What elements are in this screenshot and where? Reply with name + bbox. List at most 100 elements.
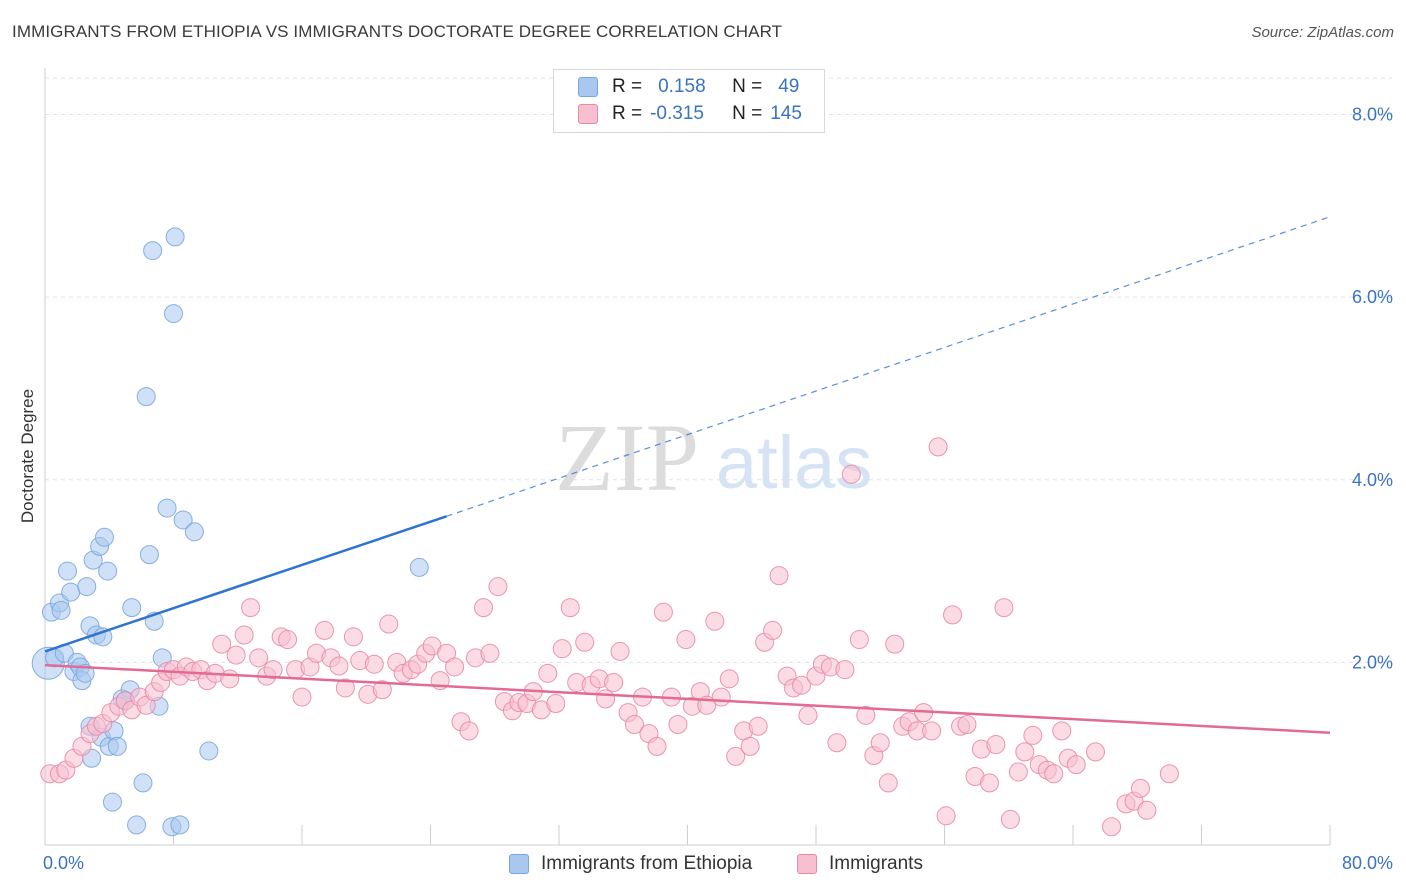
immigrants-point [488, 577, 508, 597]
immigrants-point [870, 733, 890, 753]
immigrants-point [241, 598, 261, 618]
immigrants-point [668, 714, 688, 734]
immigrants-point [575, 632, 595, 652]
bottom-legend-label-ethiopia: Immigrants from Ethiopia [541, 853, 753, 874]
immigrants-point [226, 645, 246, 665]
immigrants-point [676, 630, 696, 650]
immigrants-point [653, 602, 673, 622]
immigrants-point [335, 678, 355, 698]
immigrants-point [841, 464, 861, 484]
immigrants-point [1066, 755, 1086, 775]
immigrants-point [234, 625, 254, 645]
ethiopia-point [94, 527, 114, 547]
immigrants-point [604, 672, 624, 692]
immigrants-point [1137, 800, 1157, 820]
immigrants-point [740, 736, 760, 756]
ethiopia-point [139, 545, 159, 565]
y-axis-label: Doctorate Degree [18, 389, 37, 523]
immigrants-point [878, 773, 898, 793]
ethiopia-point [77, 577, 97, 597]
ethiopia-point [199, 741, 219, 761]
immigrants-point [1015, 742, 1035, 762]
immigrants-point [936, 806, 956, 826]
ethiopia-point [51, 600, 71, 620]
y-tick-label: 6.0% [1352, 287, 1393, 307]
immigrants-point [769, 566, 789, 586]
immigrants-point [726, 746, 746, 766]
stats-legend: R = 0.158 N = 49 R = -0.315 N = 145 [553, 69, 825, 133]
immigrants-point [748, 716, 768, 736]
immigrants-point [249, 648, 269, 668]
immigrants-point [552, 639, 572, 659]
immigrants-point [538, 663, 558, 683]
ethiopia-point [61, 582, 81, 602]
bottom-legend-label-immigrants: Immigrants [829, 853, 923, 874]
immigrants-point [835, 660, 855, 680]
ethiopia-trend-extension [446, 216, 1331, 517]
immigrants-point [711, 687, 731, 707]
ethiopia-point [157, 498, 177, 518]
source-label: Source: ZipAtlas.com [1251, 24, 1394, 41]
immigrants-point [1159, 764, 1179, 784]
bottom-legend-ethiopia[interactable]: Immigrants from Ethiopia [509, 852, 752, 876]
immigrants-point [560, 598, 580, 618]
legend-swatch-ethiopia [578, 77, 598, 97]
immigrants-point [372, 680, 392, 700]
ethiopia-point [122, 598, 142, 618]
immigrants-trend-line [44, 663, 1331, 734]
ethiopia-point [75, 663, 95, 683]
ethiopia-point [136, 387, 156, 407]
immigrants-point [763, 620, 783, 640]
immigrants-point [719, 669, 739, 689]
legend-n-value: 145 [770, 103, 802, 124]
immigrants-point [1130, 778, 1150, 798]
immigrants-point [263, 660, 283, 680]
legend-n-label: N = [732, 76, 763, 97]
legend-n-value: 49 [778, 76, 800, 97]
immigrants-point [379, 614, 399, 634]
ethiopia-point [164, 304, 183, 324]
legend-swatch-immigrants [578, 104, 598, 124]
immigrants-point [994, 598, 1014, 618]
immigrants-point [1085, 742, 1105, 762]
immigrants-point [343, 627, 363, 647]
bottom-legend-immigrants[interactable]: Immigrants [797, 852, 923, 876]
immigrants-point [922, 721, 942, 741]
immigrants-point [445, 657, 465, 677]
immigrants-point [624, 714, 644, 734]
immigrants-point [1102, 817, 1122, 837]
immigrants-point [885, 634, 905, 654]
trend-lines [44, 216, 1331, 734]
legend-n-label: N = [732, 103, 763, 124]
legend-r-label: R = [612, 76, 643, 97]
immigrants-point [1000, 809, 1020, 829]
ethiopia-point [170, 815, 190, 835]
ethiopia-point [98, 561, 118, 581]
immigrants-point [986, 735, 1006, 755]
immigrants-point [480, 643, 500, 663]
chart-title: IMMIGRANTS FROM ETHIOPIA VS IMMIGRANTS D… [12, 22, 783, 41]
ethiopia-point [127, 815, 147, 835]
ethiopia-point [133, 773, 153, 793]
grid-lines [45, 77, 1392, 663]
watermark-atlas: atlas [716, 421, 872, 504]
immigrants-point [546, 693, 566, 713]
immigrants-point [1008, 762, 1028, 782]
immigrants-point [596, 689, 616, 709]
data-points [31, 227, 1179, 837]
x-tick-label: 0.0% [43, 853, 84, 873]
ethiopia-point [107, 736, 127, 756]
ethiopia-trend-line [44, 515, 447, 653]
immigrants-point [1023, 725, 1043, 745]
bottom-legend-swatch-ethiopia [509, 854, 529, 874]
y-tick-label: 2.0% [1352, 652, 1393, 672]
ethiopia-point [184, 522, 204, 542]
stats-legend-row-ethiopia: R = 0.158 N = 49 [578, 74, 799, 100]
immigrants-point [798, 705, 818, 725]
x-tick-label: 80.0% [1342, 853, 1393, 873]
legend-r-value: -0.315 [650, 103, 704, 124]
immigrants-point [278, 630, 298, 650]
ethiopia-point [102, 792, 122, 812]
immigrants-point [292, 687, 312, 707]
